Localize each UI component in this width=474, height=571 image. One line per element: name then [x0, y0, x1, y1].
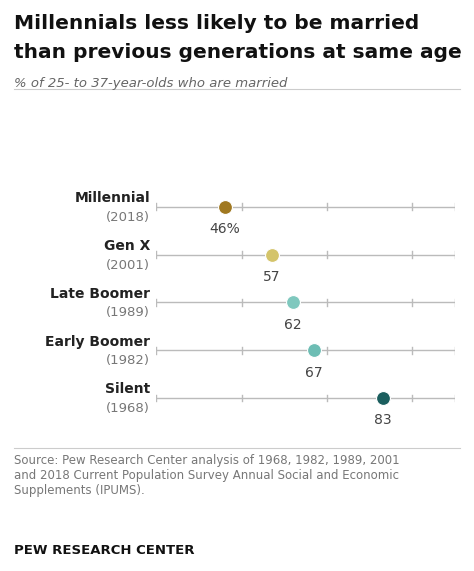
Point: [310, 345, 318, 355]
Text: Silent: Silent: [105, 383, 150, 396]
Text: (2018): (2018): [106, 211, 150, 224]
Text: Early Boomer: Early Boomer: [45, 335, 150, 349]
Text: (1968): (1968): [106, 402, 150, 415]
Text: 46%: 46%: [210, 222, 240, 236]
Text: % of 25- to 37-year-olds who are married: % of 25- to 37-year-olds who are married: [14, 77, 288, 90]
Point: [289, 298, 297, 307]
Text: Millennial: Millennial: [74, 191, 150, 205]
Text: Source: Pew Research Center analysis of 1968, 1982, 1989, 2001
and 2018 Current : Source: Pew Research Center analysis of …: [14, 454, 400, 497]
Point: [268, 250, 275, 259]
Text: (2001): (2001): [106, 259, 150, 272]
Text: Late Boomer: Late Boomer: [50, 287, 150, 301]
Text: (1982): (1982): [106, 354, 150, 367]
Text: Millennials less likely to be married: Millennials less likely to be married: [14, 14, 419, 33]
Text: (1989): (1989): [106, 307, 150, 319]
Text: than previous generations at same age: than previous generations at same age: [14, 43, 462, 62]
Text: PEW RESEARCH CENTER: PEW RESEARCH CENTER: [14, 544, 195, 557]
Text: Gen X: Gen X: [104, 239, 150, 253]
Point: [221, 202, 228, 211]
Text: 67: 67: [305, 365, 323, 380]
Text: 83: 83: [374, 413, 392, 427]
Point: [379, 393, 386, 403]
Text: 62: 62: [284, 317, 302, 332]
Text: 57: 57: [263, 270, 280, 284]
